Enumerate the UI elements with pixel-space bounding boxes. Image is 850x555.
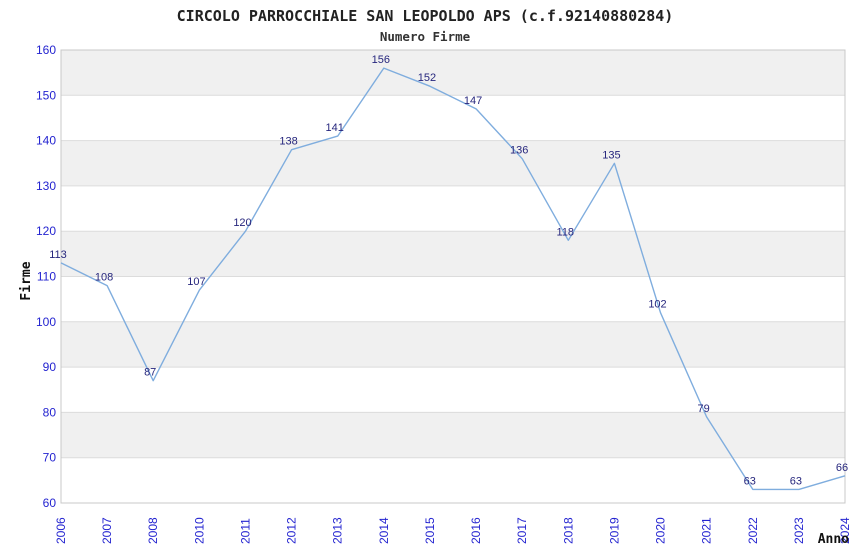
- x-tick-label: 2018: [561, 517, 575, 544]
- x-tick-label: 2017: [515, 517, 529, 544]
- data-point-label: 66: [836, 462, 848, 474]
- data-point-label: 107: [187, 276, 205, 288]
- y-tick-label: 90: [43, 360, 57, 374]
- data-point-label: 87: [144, 367, 156, 379]
- x-axis-title: Anno: [818, 532, 849, 547]
- data-point-label: 63: [790, 475, 802, 487]
- x-tick-label: 2013: [331, 517, 345, 544]
- x-tick-label: 2012: [285, 517, 299, 544]
- data-point-label: 141: [326, 122, 344, 134]
- data-point-label: 152: [418, 72, 436, 84]
- y-tick-label: 120: [36, 224, 56, 238]
- data-point-label: 147: [464, 95, 482, 107]
- data-point-label: 156: [372, 54, 390, 66]
- data-point-label: 63: [744, 475, 756, 487]
- x-tick-label: 2019: [607, 517, 621, 544]
- y-tick-label: 60: [43, 496, 57, 510]
- x-tick-label: 2010: [192, 517, 206, 544]
- y-tick-label: 160: [36, 43, 56, 57]
- x-tick-label: 2008: [146, 517, 160, 544]
- y-tick-label: 70: [43, 451, 57, 465]
- x-tick-label: 2016: [469, 517, 483, 544]
- x-tick-label: 2021: [700, 517, 714, 544]
- chart-title: CIRCOLO PARROCCHIALE SAN LEOPOLDO APS (c…: [176, 7, 674, 25]
- plot-border: [60, 49, 846, 504]
- x-tick-label: 2014: [377, 517, 391, 544]
- data-point-label: 135: [602, 149, 620, 161]
- chart-subtitle: Numero Firme: [379, 29, 471, 44]
- grid-band: [61, 140, 845, 186]
- grid-band: [61, 231, 845, 277]
- data-point-label: 113: [49, 249, 67, 261]
- x-tick-label: 2020: [654, 517, 668, 544]
- data-point-label: 79: [697, 403, 709, 415]
- data-point-label: 118: [557, 226, 575, 238]
- y-tick-label: 150: [36, 88, 56, 102]
- x-tick-label: 2011: [239, 518, 253, 544]
- x-tick-label: 2007: [100, 517, 114, 544]
- y-tick-label: 130: [36, 179, 56, 193]
- y-tick-label: 140: [36, 134, 56, 148]
- x-tick-label: 2024: [838, 517, 850, 544]
- x-tick-label: 2023: [792, 517, 806, 544]
- data-point-label: 108: [95, 272, 113, 284]
- data-point-label: 102: [648, 299, 666, 311]
- x-tick-label: 2022: [746, 517, 760, 544]
- y-axis-title: Firme: [19, 261, 34, 300]
- y-tick-label: 100: [36, 315, 56, 329]
- x-tick-label: 2015: [423, 517, 437, 544]
- data-point-label: 136: [510, 145, 528, 157]
- data-point-label: 120: [233, 217, 251, 229]
- x-tick-label: 2006: [54, 517, 68, 544]
- y-tick-label: 80: [43, 405, 57, 419]
- grid-band: [61, 412, 845, 458]
- data-point-label: 138: [279, 136, 297, 148]
- y-tick-label: 110: [37, 270, 56, 284]
- grid-band: [61, 50, 845, 96]
- series-line: [60, 67, 846, 491]
- grid-band: [61, 321, 845, 368]
